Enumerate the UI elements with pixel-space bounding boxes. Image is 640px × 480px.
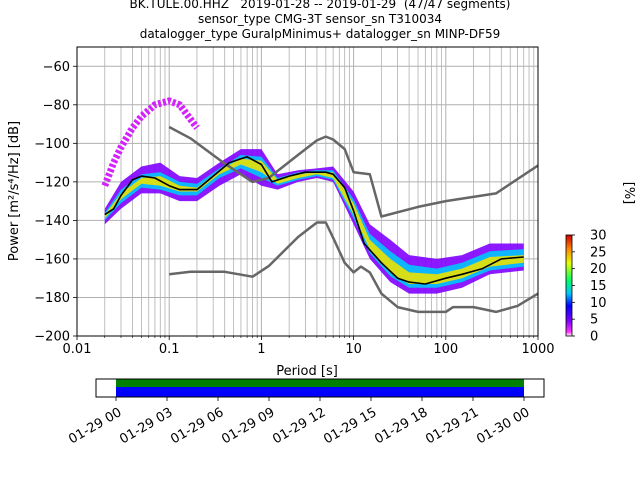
title-line-3: datalogger_type GuralpMinimus+ datalogge… (139, 27, 501, 41)
colorbar-tick-label: 10 (590, 296, 607, 311)
title-line-2: sensor_type CMG-3T sensor_sn T310034 (197, 12, 443, 26)
time-tick-label: 01-29 18 (372, 405, 430, 447)
noise-model-low-curve (169, 221, 538, 314)
x-tick-label: 1000 (521, 342, 554, 357)
x-tick-label: 0.1 (159, 342, 180, 357)
coverage-bar-top (116, 379, 524, 387)
colorbar-tick-label: 25 (590, 245, 607, 260)
y-tick-label: −60 (43, 60, 70, 75)
noise-model-high-curve (168, 125, 538, 218)
y-tick-label: −160 (34, 252, 70, 267)
colorbar-tick-label: 15 (590, 279, 607, 294)
time-tick-label: 01-29 12 (270, 405, 328, 447)
colorbar-gradient (565, 234, 573, 337)
colorbar-tick-label: 5 (590, 313, 598, 328)
axis-ticks: 0.01 0.1 1 10 100 1000 −200 −180 −160 −140 −120 −10… (34, 60, 554, 357)
pdf-upper-branch (101, 97, 200, 187)
colorbar-tick-label: 30 (590, 229, 607, 244)
colorbar-tick-label: 0 (590, 330, 598, 345)
time-tick-label: 01-29 09 (219, 405, 277, 447)
plot-frame (76, 46, 539, 337)
y-tick-label: −100 (34, 137, 70, 152)
mode-curve (104, 156, 524, 285)
pdf-heatmap (101, 97, 524, 294)
time-tick-label: 01-29 06 (168, 405, 226, 447)
time-tick-label: 01-29 03 (117, 405, 175, 447)
coverage-bar-bottom (116, 387, 524, 397)
noise-models (104, 125, 538, 314)
y-tick-label: −180 (34, 291, 70, 306)
time-tick-label: 01-29 21 (423, 405, 481, 447)
title-line-1: BK.TULE.00.HHZ 2019-01-28 -- 2019-01-29 … (129, 0, 511, 11)
x-tick-label: 1 (257, 342, 265, 357)
time-tick-label: 01-30 00 (474, 405, 532, 447)
time-tick-label: 01-29 00 (66, 405, 124, 447)
y-axis-label: Power [m²/s⁴/Hz] [dB] (7, 121, 22, 261)
y-tick-label: −140 (34, 214, 70, 229)
x-tick-label: 10 (345, 342, 362, 357)
y-tick-label: −120 (34, 175, 70, 190)
x-tick-label: 100 (433, 342, 458, 357)
colorbar-label: [%] (621, 182, 636, 205)
y-tick-label: −200 (34, 330, 70, 345)
time-tick-label: 01-29 15 (321, 405, 379, 447)
x-tick-label: 0.01 (63, 342, 92, 357)
colorbar-tick-label: 20 (590, 262, 607, 277)
x-axis-label: Period [s] (276, 364, 338, 379)
y-tick-label: −80 (43, 98, 70, 113)
